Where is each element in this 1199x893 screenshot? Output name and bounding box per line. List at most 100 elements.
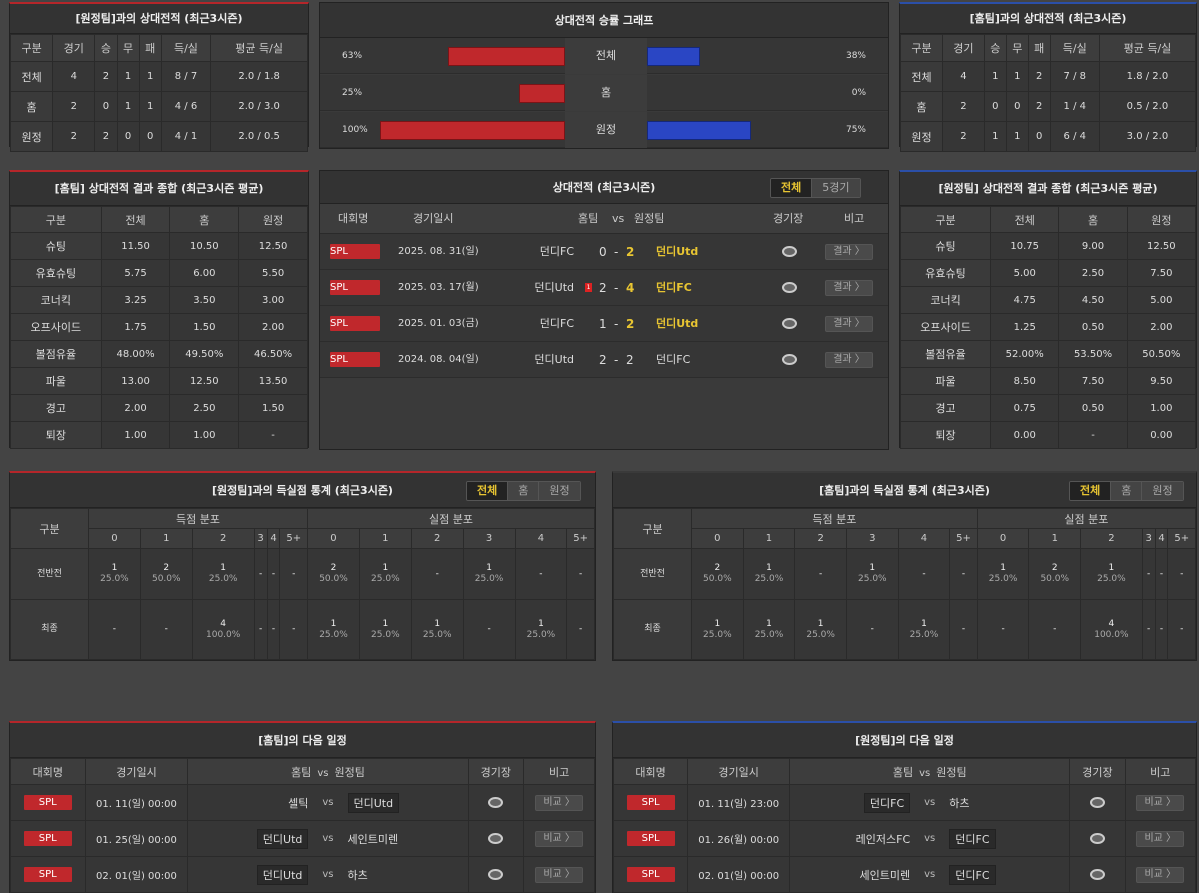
tab-away[interactable]: 원정 (1142, 482, 1183, 500)
home-winrate-label: 63% (342, 51, 363, 61)
percent: 100.0% (1094, 629, 1129, 640)
table-cell: 1.50 (169, 313, 240, 341)
tab-all[interactable]: 전체 (467, 482, 509, 500)
compare-button[interactable]: 비교 〉 (1136, 794, 1185, 811)
row-label: 전체 (9, 61, 54, 92)
table-cell: - (279, 599, 309, 660)
column-header: 평균 득/실 (1098, 34, 1197, 62)
table-cell: 1 25.0% (691, 599, 744, 660)
date-cell: 02. 01(일) 00:00 (687, 856, 791, 893)
table-cell: 1 25.0% (410, 599, 464, 660)
result-button[interactable]: 결과 〉 (825, 352, 873, 368)
stadium-icon[interactable] (1089, 832, 1105, 844)
table-cell: - (238, 421, 308, 449)
home-score: 2 (599, 353, 607, 367)
stadium-icon[interactable] (782, 354, 797, 365)
row-label: 파울 (899, 367, 992, 395)
stadium-icon[interactable] (782, 282, 797, 293)
compare-button[interactable]: 비교 〉 (1136, 830, 1185, 847)
stadium-icon[interactable] (488, 796, 504, 808)
tab-all[interactable]: 전체 (1070, 482, 1112, 500)
column-header: 득/실 (160, 34, 212, 62)
result-button[interactable]: 결과 〉 (825, 280, 873, 296)
graph-row-label: 원정 (565, 112, 647, 148)
header-row: 구분 경기 승 무 패 득/실 평균 득/실 (9, 34, 308, 62)
stadium-icon[interactable] (1089, 868, 1105, 880)
compare-button[interactable]: 비교 〉 (535, 794, 584, 811)
match-date: 2025. 01. 03(금) (398, 318, 479, 329)
date-cell: 01. 11(일) 23:00 (687, 784, 791, 821)
table-cell: - (88, 599, 141, 660)
row-label: 파울 (10, 367, 102, 395)
tab-home[interactable]: 홈 (1111, 482, 1143, 500)
percent: 25.0% (858, 574, 887, 584)
table-cell: - (794, 548, 847, 600)
stadium-icon[interactable] (782, 318, 797, 329)
table-cell: 1 25.0% (191, 548, 255, 600)
table-cell: 1 25.0% (358, 599, 412, 660)
table-cell: 50.50% (1126, 340, 1197, 368)
count: 1 (486, 563, 492, 573)
count: 1 (220, 563, 227, 573)
match-row: SPL 2024. 08. 04(일) 던디Utd 2-2 던디FC 결과 〉 (320, 342, 888, 378)
count: 4 (1108, 618, 1115, 629)
column-header: 경기 (941, 34, 985, 62)
left-h2h-title: [원정팀]과의 상대전적 (최근3시즌) (10, 4, 308, 34)
league-badge: SPL (23, 867, 72, 882)
row-label: 퇴장 (10, 421, 102, 449)
goal-count-header: 1 (358, 528, 412, 549)
stadium-icon[interactable] (782, 246, 797, 257)
tab-all[interactable]: 전체 (771, 179, 813, 197)
score-dash: - (614, 281, 619, 295)
table-row: 볼점유율 52.00% 53.50% 50.50% (899, 340, 1197, 368)
column-header: 패 (138, 34, 162, 62)
header-away: 원정팀 (334, 765, 365, 779)
row-label: 유효슈팅 (899, 259, 992, 287)
table-cell: 1 (138, 61, 162, 92)
table-cell: 5.50 (238, 259, 308, 287)
count: 1 (111, 563, 118, 573)
stadium-icon[interactable] (488, 868, 504, 880)
percent: 50.0% (703, 574, 732, 584)
league-badge: SPL (330, 316, 380, 331)
table-cell: 2 (94, 121, 118, 152)
note-cell: 비교 〉 (1124, 820, 1196, 857)
count: - (961, 568, 966, 579)
stadium-icon[interactable] (1089, 796, 1105, 808)
league-badge: SPL (330, 244, 380, 259)
match-date: 2025. 08. 31(일) (398, 246, 479, 257)
matches-title: 상대전적 (최근3시즌) (320, 171, 888, 204)
column-header: 구분 (613, 508, 692, 549)
table-cell: 53.50% (1058, 340, 1128, 368)
left-h2h-panel: [원정팀]과의 상대전적 (최근3시즌) 구분 경기 승 무 패 득/실 평균 득/실 전체 4… (9, 2, 309, 152)
column-header: 경기일시 (84, 758, 189, 785)
count: - (961, 624, 966, 634)
compare-button[interactable]: 비교 〉 (535, 830, 584, 847)
table-cell: 13.00 (100, 367, 171, 395)
schedule-row: SPL 01. 25(일) 00:00 던디Utd vs 세인트미렌 비교 〉 (10, 820, 595, 857)
match-date: 2024. 08. 04(일) (398, 354, 479, 365)
count: 1 (382, 618, 389, 629)
table-cell: 1 / 4 (1049, 91, 1100, 122)
header-home: 홈팀 (291, 765, 312, 779)
compare-button[interactable]: 비교 〉 (1136, 866, 1185, 883)
compare-button[interactable]: 비교 〉 (535, 866, 584, 883)
table-cell: 1 25.0% (845, 548, 899, 600)
column-header: 경기 (52, 34, 96, 62)
result-button[interactable]: 결과 〉 (825, 244, 873, 260)
home-team: 레인저스FC (855, 832, 911, 846)
table-cell: 2 50.0% (307, 548, 360, 600)
header-away: 원정팀 (936, 765, 967, 779)
right-h2h-panel: [홈팀]과의 상대전적 (최근3시즌) 구분 경기 승 무 패 득/실 평균 득/실 전체 4 1… (899, 2, 1197, 152)
stadium-cell (1069, 856, 1126, 893)
tab-away[interactable]: 원정 (539, 482, 580, 500)
tab-5games[interactable]: 5경기 (812, 179, 860, 197)
tab-home[interactable]: 홈 (508, 482, 540, 500)
table-cell: 48.00% (100, 340, 171, 368)
column-header: 승 (94, 34, 118, 62)
table-cell: 2.50 (169, 394, 240, 422)
home-team: 던디FC (539, 317, 574, 330)
stadium-icon[interactable] (488, 832, 504, 844)
result-button[interactable]: 결과 〉 (825, 316, 873, 332)
left-dist-table: 구분 득점 분포 실점 분포 0 1 2 3 4 5+ 0 1 2 3 4 5+ 전반전 1 25.0% 2 50.0… (10, 508, 595, 660)
